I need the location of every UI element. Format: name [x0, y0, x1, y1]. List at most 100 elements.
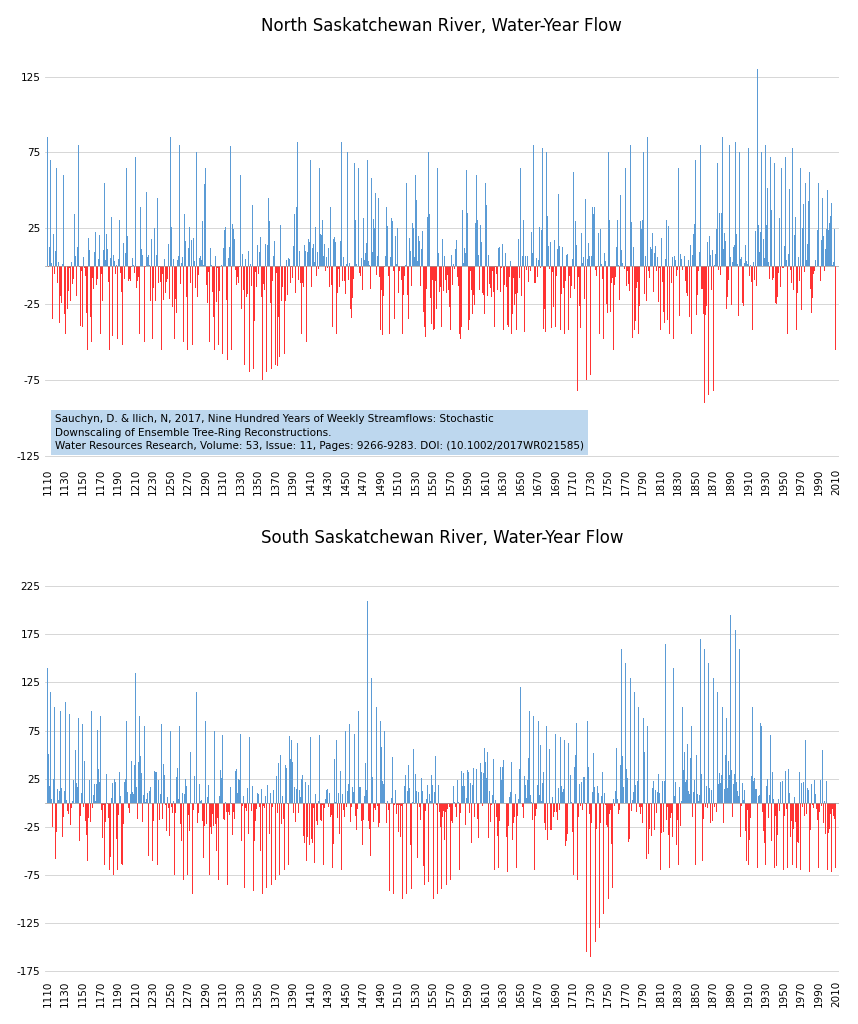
Bar — [642, 803, 643, 823]
Bar — [392, 757, 393, 803]
Bar — [630, 145, 631, 266]
Bar — [496, 803, 497, 817]
Bar — [402, 803, 403, 899]
Bar — [246, 266, 247, 297]
Bar — [159, 266, 160, 287]
Bar — [251, 266, 252, 286]
Bar — [370, 263, 371, 266]
Bar — [478, 803, 479, 838]
Bar — [501, 780, 502, 803]
Bar — [608, 219, 609, 266]
Bar — [109, 266, 110, 349]
Bar — [758, 225, 759, 266]
Bar — [487, 266, 488, 296]
Bar — [341, 266, 342, 291]
Bar — [280, 266, 281, 357]
Bar — [611, 266, 612, 283]
Bar — [375, 803, 376, 810]
Bar — [466, 170, 467, 266]
Bar — [225, 802, 226, 803]
Bar — [733, 783, 734, 803]
Bar — [778, 153, 779, 266]
Bar — [430, 266, 431, 298]
Bar — [614, 266, 615, 285]
Bar — [118, 259, 119, 266]
Bar — [652, 232, 653, 266]
Bar — [493, 266, 494, 293]
Bar — [355, 231, 356, 266]
Bar — [728, 775, 729, 803]
Bar — [472, 266, 473, 314]
Bar — [729, 249, 730, 266]
Bar — [517, 803, 518, 841]
Bar — [712, 250, 713, 266]
Bar — [747, 803, 748, 810]
Bar — [547, 803, 548, 840]
Bar — [214, 245, 215, 266]
Bar — [650, 803, 651, 836]
Bar — [141, 773, 142, 803]
Bar — [449, 803, 450, 804]
Bar — [304, 245, 305, 266]
Bar — [615, 266, 616, 276]
Bar — [265, 244, 266, 266]
Bar — [473, 768, 474, 803]
Bar — [221, 266, 222, 301]
Bar — [616, 748, 617, 803]
Bar — [87, 266, 88, 349]
Bar — [734, 142, 735, 266]
Bar — [786, 803, 787, 817]
Bar — [647, 726, 648, 803]
Bar — [237, 266, 238, 286]
Bar — [247, 266, 248, 294]
Bar — [769, 266, 770, 279]
Bar — [102, 266, 103, 309]
Bar — [511, 763, 512, 803]
Bar — [229, 247, 230, 266]
Bar — [130, 266, 131, 313]
Bar — [688, 260, 689, 266]
Bar — [148, 255, 149, 266]
Bar — [208, 266, 209, 271]
Bar — [228, 803, 229, 811]
Bar — [619, 266, 620, 300]
Bar — [686, 266, 687, 330]
Bar — [68, 266, 69, 309]
Bar — [93, 795, 94, 803]
Bar — [709, 664, 710, 803]
Bar — [128, 803, 129, 808]
Bar — [266, 266, 267, 373]
Bar — [667, 220, 668, 266]
Bar — [125, 253, 126, 266]
Bar — [668, 225, 669, 266]
Bar — [216, 803, 217, 851]
Bar — [695, 160, 696, 266]
Bar — [820, 238, 821, 266]
Bar — [491, 266, 492, 288]
Bar — [177, 260, 178, 266]
Bar — [302, 266, 303, 283]
Bar — [176, 266, 177, 312]
Bar — [329, 266, 330, 288]
Bar — [508, 266, 509, 328]
Bar — [563, 266, 564, 289]
Bar — [742, 783, 743, 803]
Bar — [738, 796, 739, 803]
Bar — [494, 803, 495, 870]
Bar — [290, 266, 291, 283]
Bar — [787, 803, 788, 809]
Bar — [396, 803, 397, 805]
Bar — [73, 780, 74, 803]
Bar — [641, 228, 642, 266]
Bar — [686, 803, 687, 868]
Bar — [604, 253, 605, 266]
Bar — [684, 256, 685, 266]
Bar — [212, 803, 213, 814]
Bar — [658, 774, 659, 803]
Bar — [833, 261, 834, 266]
Bar — [561, 266, 562, 294]
Bar — [833, 803, 834, 816]
Bar — [225, 227, 226, 266]
Bar — [666, 803, 667, 827]
Bar — [805, 740, 806, 803]
